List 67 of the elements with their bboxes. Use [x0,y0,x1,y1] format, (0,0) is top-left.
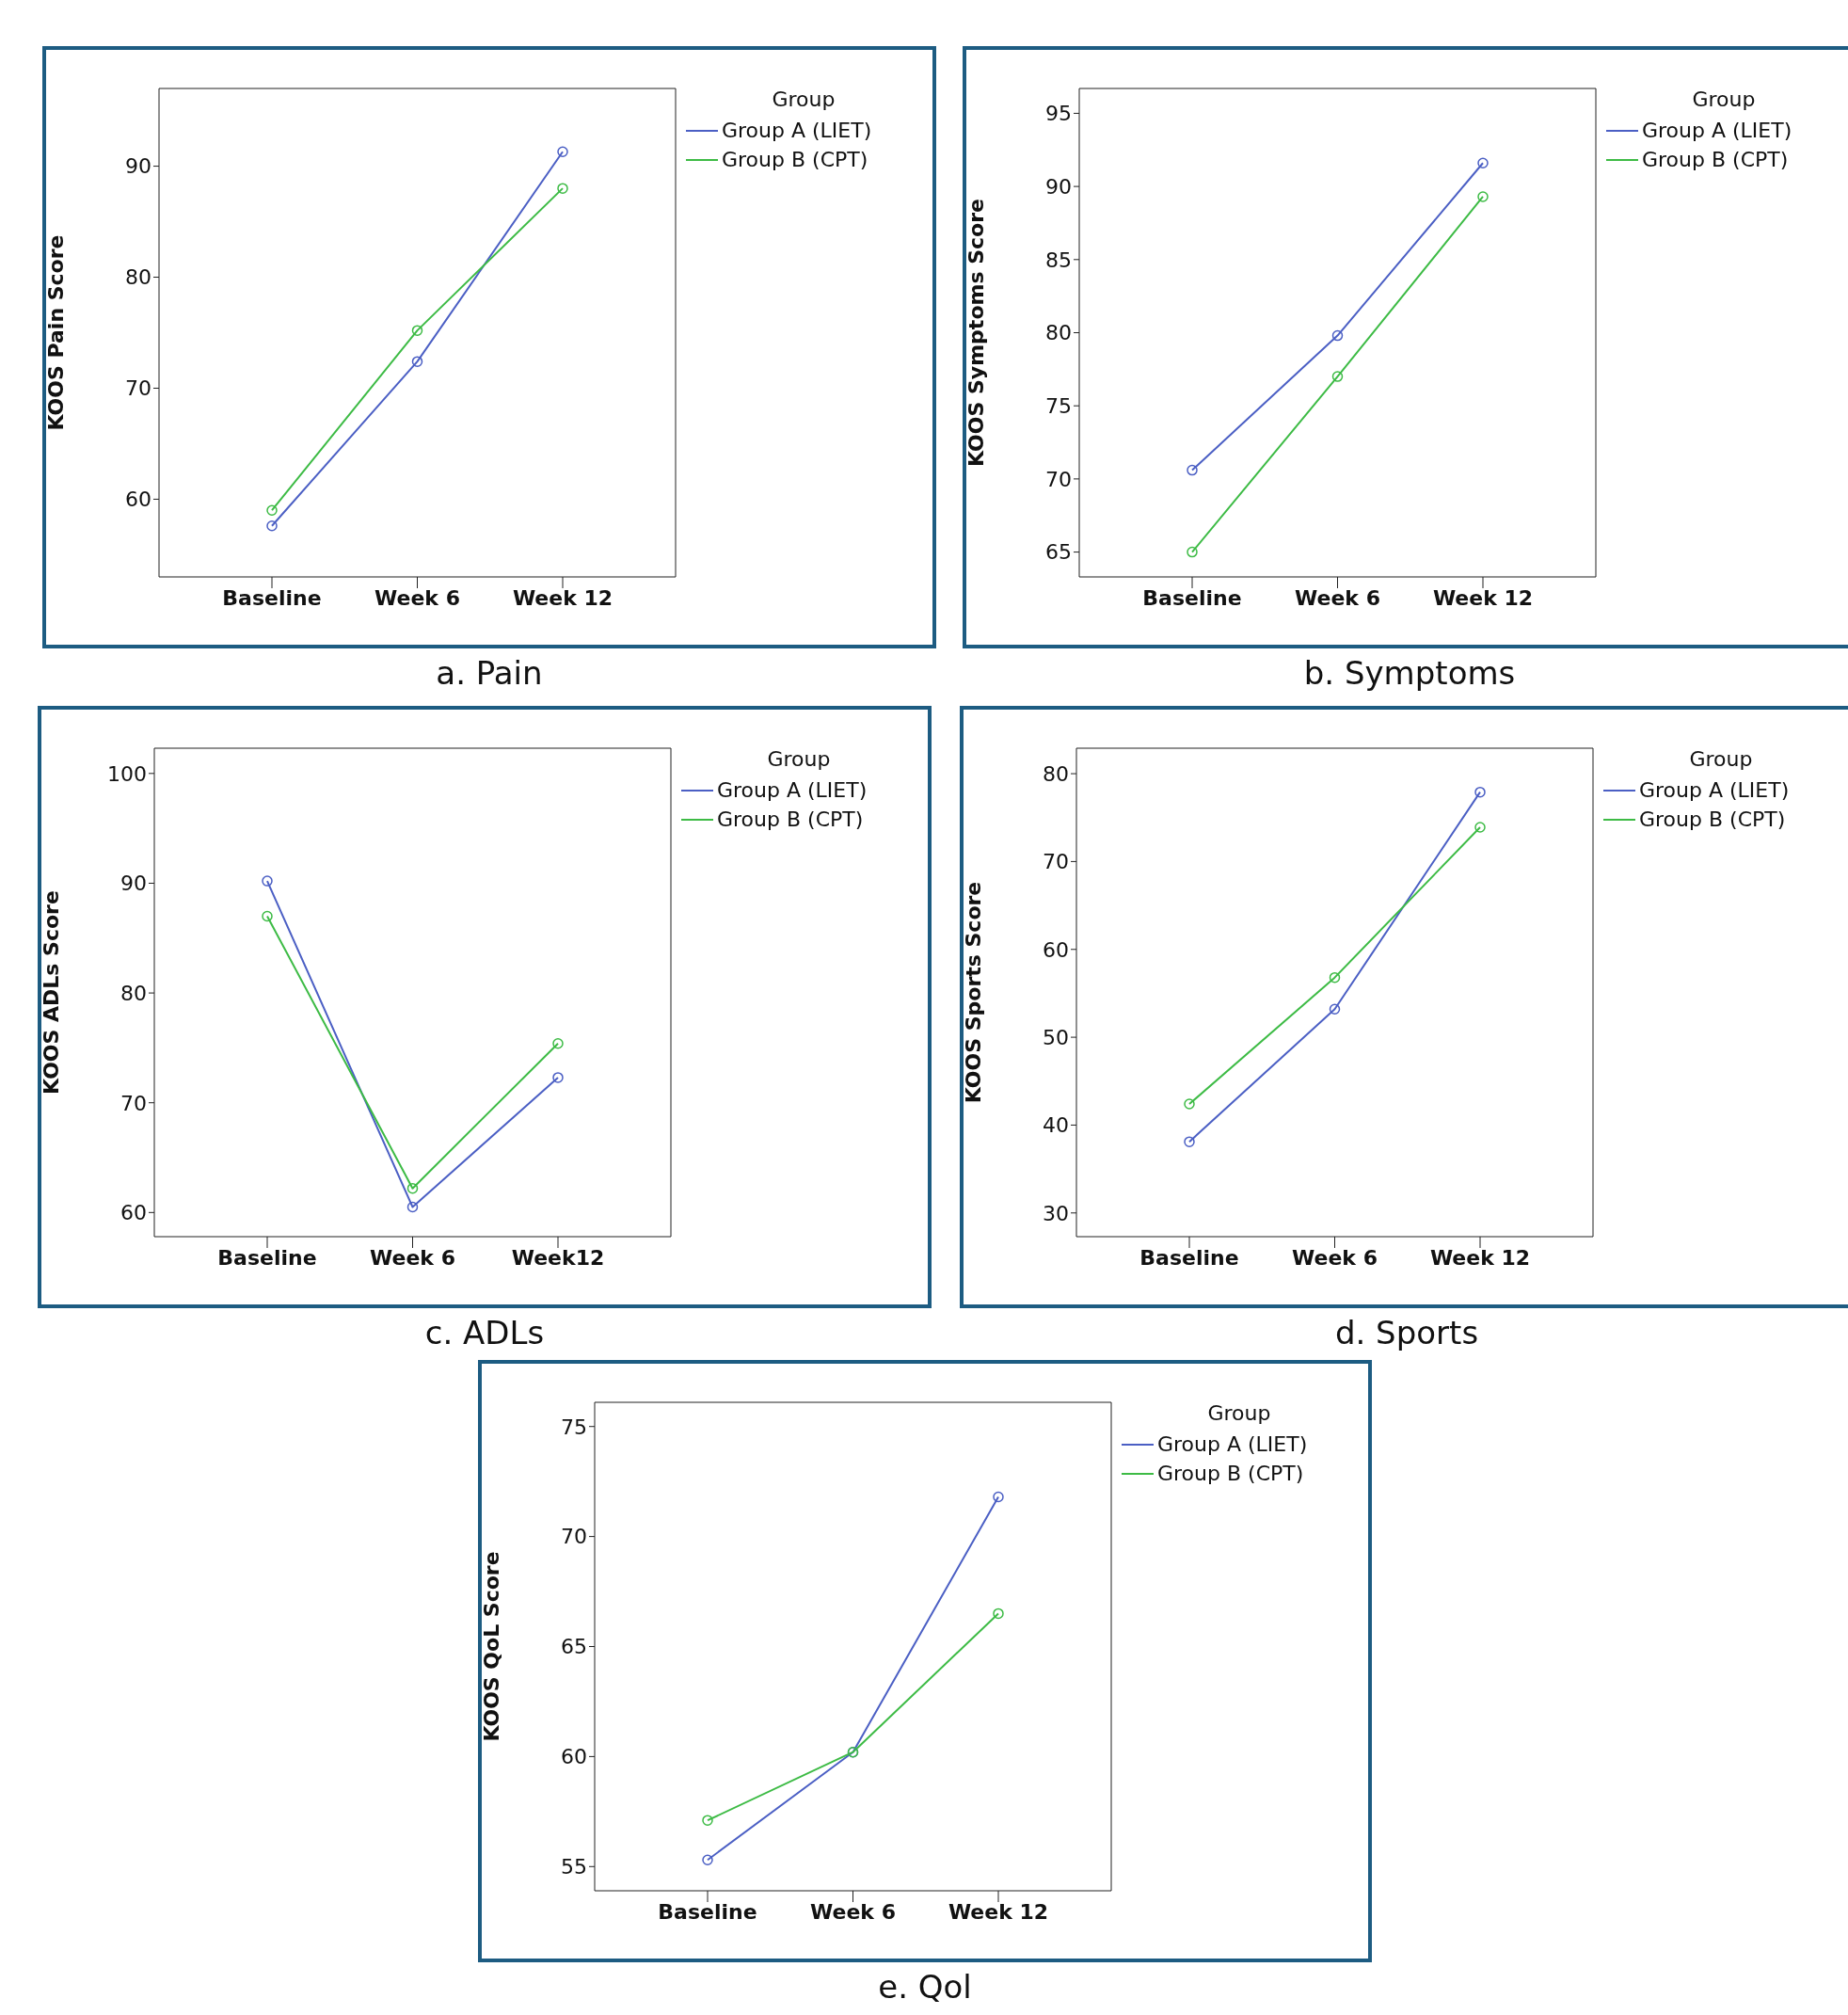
x-tick-label: Week12 [511,1245,605,1270]
text: c. ADLs [423,1314,546,1351]
legend-label: Group A (LIET) [1642,119,1792,142]
legend-title: Group [771,88,836,111]
legend-title: Group [766,747,832,771]
legend-label: Group B (CPT) [717,808,864,831]
y-tick-label: 80 [1043,761,1069,786]
y-tick-label: 70 [561,1525,587,1549]
y-tick-label: 65 [1045,540,1072,565]
x-tick-label: Week 6 [370,1245,455,1270]
legend-label: Group A (LIET) [722,119,872,142]
y-tick-label: 55 [561,1855,587,1879]
y-tick-label: 70 [1045,467,1072,491]
y-axis-title: KOOS Symptoms Score [964,199,988,467]
y-tick-label: 60 [125,488,151,512]
y-tick-label: 40 [1043,1113,1069,1138]
x-tick-label: Baseline [217,1245,317,1270]
legend-title: Group [1691,88,1757,111]
text: a. Pain [435,654,544,692]
y-tick-label: 60 [1043,937,1069,962]
x-tick-label: Week 6 [1292,1245,1378,1270]
x-tick-label: Baseline [1139,1245,1239,1270]
y-tick-label: 75 [561,1415,587,1439]
legend-label: Group A (LIET) [717,778,868,802]
x-tick-label: Week 6 [1295,585,1380,610]
y-tick-label: 80 [125,265,151,290]
x-tick-label: Week 6 [374,585,460,610]
legend-title: Group [1206,1401,1272,1425]
y-tick-label: 80 [120,981,147,1005]
legend-label: Group A (LIET) [1639,778,1790,802]
text: e. Qol [877,1968,973,2006]
x-tick-label: Week 6 [810,1899,896,1924]
y-tick-label: 30 [1043,1201,1069,1225]
x-tick-label: Baseline [222,585,322,610]
x-tick-label: Week 12 [1429,1245,1531,1270]
y-tick-label: 70 [125,376,151,401]
y-tick-label: 85 [1045,248,1072,272]
y-tick-label: 90 [120,872,147,896]
legend-label: Group A (LIET) [1157,1432,1308,1456]
y-tick-label: 80 [1045,321,1072,345]
text: d. Sports [1333,1314,1480,1351]
y-axis-title: KOOS ADLs Score [39,890,63,1095]
y-tick-label: 60 [561,1745,587,1769]
y-tick-label: 70 [1043,850,1069,874]
legend-title: Group [1688,747,1754,771]
x-tick-label: Week 12 [948,1899,1049,1924]
x-tick-label: Week 12 [1432,585,1534,610]
text: b. Symptoms [1302,654,1517,692]
y-tick-label: 60 [120,1201,147,1225]
y-axis-title: KOOS QoL Score [479,1551,503,1742]
y-tick-label: 75 [1045,394,1072,418]
y-tick-label: 50 [1043,1025,1069,1049]
legend-label: Group B (CPT) [1642,148,1789,171]
x-tick-label: Week 12 [512,585,613,610]
x-tick-label: Baseline [658,1899,757,1924]
y-axis-title: KOOS Sports Score [961,881,985,1104]
legend-label: Group B (CPT) [1157,1462,1304,1485]
y-tick-label: 65 [561,1635,587,1659]
y-tick-label: 100 [107,761,147,786]
y-tick-label: 70 [120,1091,147,1115]
x-tick-label: Baseline [1142,585,1242,610]
legend-label: Group B (CPT) [722,148,868,171]
y-tick-label: 95 [1045,102,1072,126]
y-tick-label: 90 [125,154,151,179]
y-axis-title: KOOS Pain Score [43,234,68,431]
legend-label: Group B (CPT) [1639,808,1786,831]
y-tick-label: 90 [1045,174,1072,199]
